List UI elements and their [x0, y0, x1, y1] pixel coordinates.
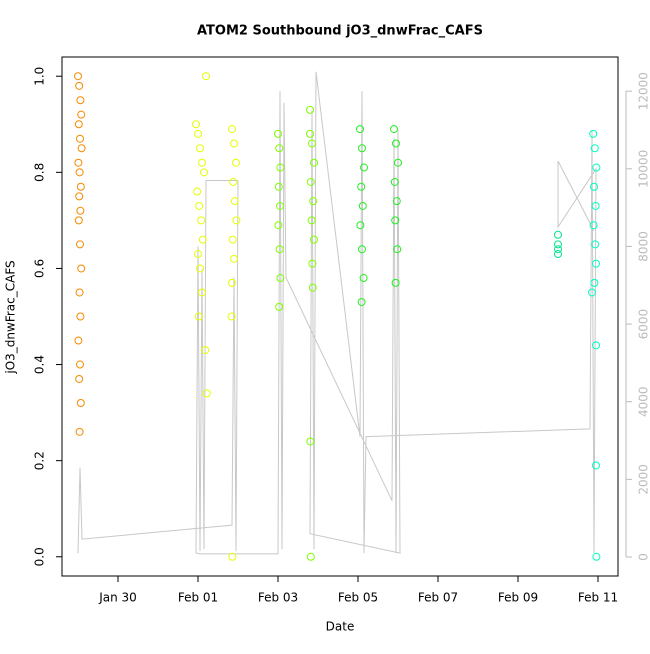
data-point	[555, 231, 562, 238]
data-point	[555, 251, 562, 258]
data-point	[229, 236, 236, 243]
data-point	[78, 111, 85, 118]
y2-tick-label: 12000	[637, 72, 650, 110]
data-point	[593, 342, 600, 349]
y-tick-label: 0.2	[33, 451, 47, 470]
data-point	[76, 289, 83, 296]
data-point	[75, 121, 82, 128]
x-tick-label: Jan 30	[98, 591, 137, 605]
x-tick-label: Feb 03	[258, 591, 298, 605]
data-point	[75, 337, 82, 344]
x-tick-label: Feb 05	[338, 591, 378, 605]
data-point	[76, 375, 83, 382]
data-point	[593, 553, 600, 560]
y2-tick-label: 10000	[637, 150, 650, 188]
data-point	[307, 178, 314, 185]
data-point	[77, 207, 84, 214]
data-point	[77, 183, 84, 190]
data-point	[193, 121, 200, 128]
y-tick-label: 0.6	[33, 259, 47, 278]
data-point	[201, 169, 208, 176]
data-point	[77, 135, 84, 142]
data-point	[231, 255, 238, 262]
data-point	[196, 202, 203, 209]
data-point	[198, 217, 205, 224]
data-point	[359, 246, 366, 253]
data-point	[75, 159, 82, 166]
chart-title: ATOM2 Southbound jO3_dnwFrac_CAFS	[197, 24, 483, 39]
data-point	[195, 130, 202, 137]
data-point	[231, 140, 238, 147]
data-point	[77, 400, 84, 407]
data-point	[590, 130, 597, 137]
data-point	[194, 188, 201, 195]
data-point	[75, 73, 82, 80]
x-tick-label: Feb 07	[418, 591, 458, 605]
data-point	[358, 299, 365, 306]
y2-tick-label: 8000	[637, 231, 650, 262]
data-point	[229, 126, 236, 133]
y-tick-label: 0.4	[33, 355, 47, 374]
y-tick-label: 0.0	[33, 547, 47, 566]
data-point	[391, 126, 398, 133]
x-tick-label: Feb 11	[578, 591, 618, 605]
y2-tick-label: 0	[637, 553, 650, 561]
data-point	[276, 145, 283, 152]
data-point	[307, 553, 314, 560]
y-tick-label: 0.8	[33, 163, 47, 182]
data-point	[231, 198, 238, 205]
data-point	[275, 183, 282, 190]
y2-tick-label: 2000	[637, 464, 650, 495]
data-point	[77, 361, 84, 368]
x-tick-label: Feb 09	[498, 591, 538, 605]
data-point	[391, 178, 398, 185]
data-point	[307, 106, 314, 113]
y2-tick-label: 6000	[637, 309, 650, 340]
x-axis-label: Date	[326, 620, 355, 634]
data-point	[591, 279, 598, 286]
data-point	[233, 217, 240, 224]
data-point	[76, 428, 83, 435]
data-point	[199, 159, 206, 166]
data-point	[197, 145, 204, 152]
altitude-line	[78, 72, 596, 554]
data-point	[78, 265, 85, 272]
data-point	[76, 193, 83, 200]
data-point	[233, 159, 240, 166]
y-axis-label: jO3_dnwFrac_CAFS	[4, 260, 18, 374]
data-point	[203, 73, 210, 80]
data-point	[77, 97, 84, 104]
data-point	[230, 178, 237, 185]
data-point	[76, 169, 83, 176]
data-point	[75, 217, 82, 224]
data-point	[77, 241, 84, 248]
x-tick-label: Feb 01	[178, 591, 218, 605]
data-point	[77, 313, 84, 320]
data-point	[589, 289, 596, 296]
y-tick-label: 1.0	[33, 67, 47, 86]
y2-tick-label: 4000	[637, 386, 650, 417]
data-point	[76, 82, 83, 89]
plot-frame	[62, 57, 618, 576]
data-point	[78, 145, 85, 152]
